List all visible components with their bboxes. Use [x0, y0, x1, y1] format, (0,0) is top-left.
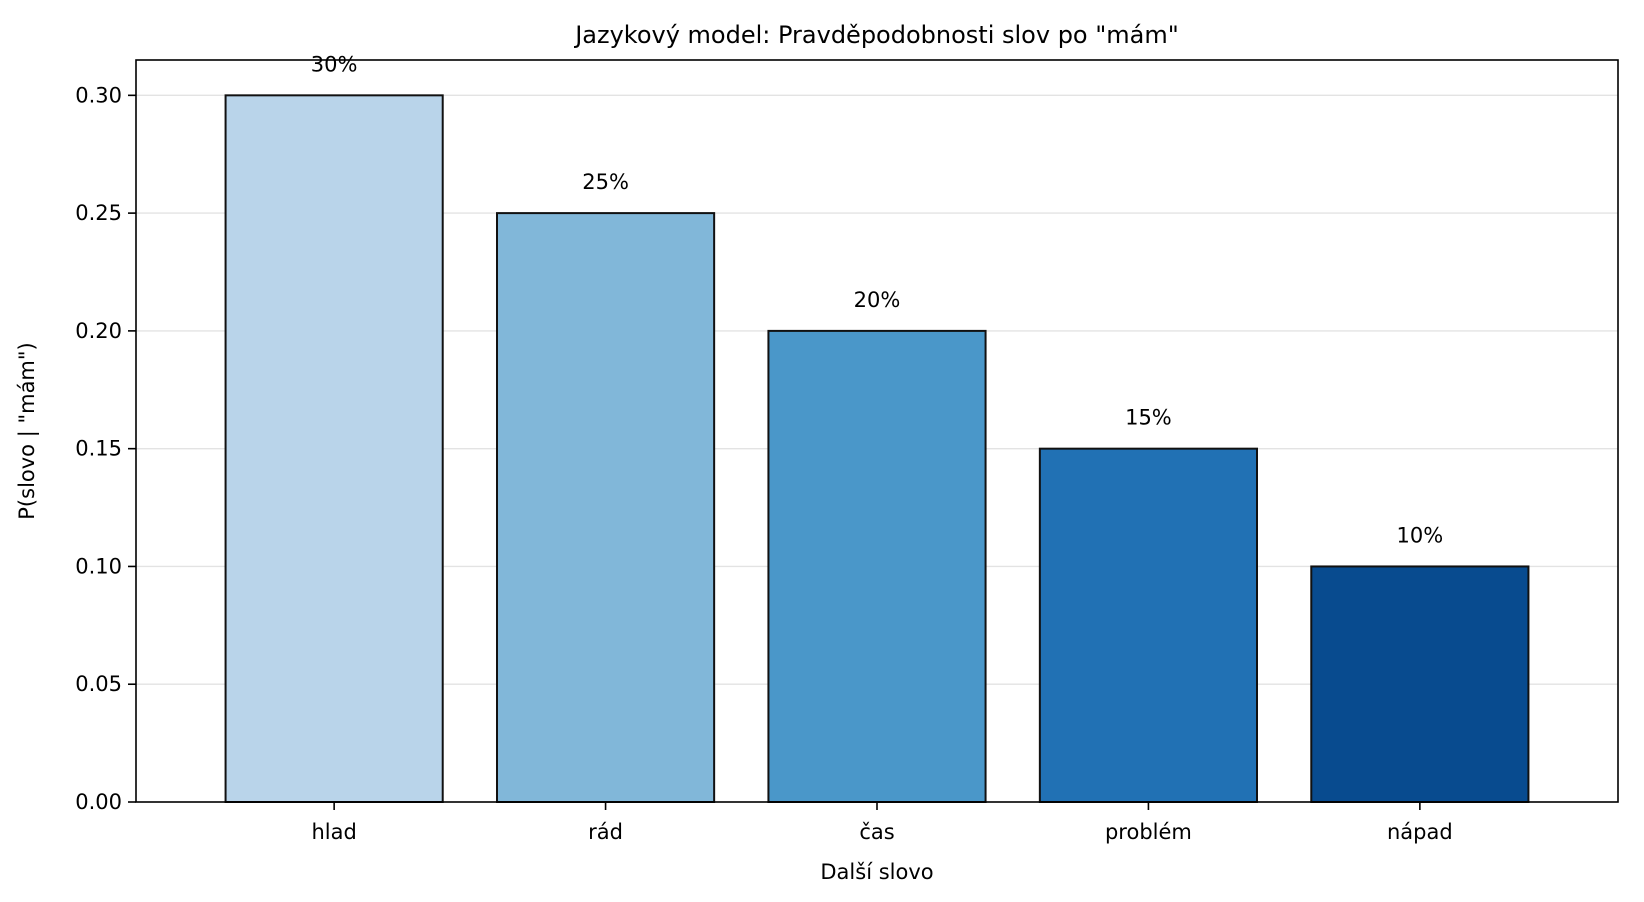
y-axis-label: P(slovo | "mám")	[15, 342, 40, 519]
chart-title: Jazykový model: Pravděpodobnosti slov po…	[573, 21, 1179, 49]
x-tick-label: problém	[1105, 820, 1192, 844]
x-tick-label: nápad	[1387, 820, 1453, 844]
data-labels: 30% 25% 20% 15% 10%	[311, 52, 1443, 547]
bar-1	[224, 94, 444, 804]
x-axis-label: Další slovo	[820, 860, 933, 884]
y-tick-label: 0.30	[75, 83, 122, 107]
x-tick-label: čas	[859, 820, 894, 844]
data-label: 25%	[582, 170, 629, 194]
data-label: 30%	[311, 52, 358, 76]
y-tick-label: 0.05	[75, 672, 122, 696]
bar-5	[1310, 565, 1530, 804]
x-tick-label: rád	[588, 820, 623, 844]
ticks: 0.00 0.05 0.10 0.15 0.20 0.25 0.30 hlad rád čas pr…	[75, 83, 1452, 844]
data-label: 15%	[1125, 406, 1172, 430]
y-tick-label: 0.25	[75, 201, 122, 225]
data-label: 10%	[1397, 523, 1444, 547]
y-tick-label: 0.15	[75, 437, 122, 461]
y-tick-label: 0.20	[75, 319, 122, 343]
y-tick-label: 0.00	[75, 790, 122, 814]
bar-4	[1038, 447, 1259, 803]
bar-3	[767, 329, 987, 803]
y-tick-label: 0.10	[75, 554, 122, 578]
x-tick-label: hlad	[311, 820, 356, 844]
bar-2	[496, 212, 716, 804]
data-label: 20%	[854, 288, 901, 312]
bars	[224, 94, 1530, 804]
